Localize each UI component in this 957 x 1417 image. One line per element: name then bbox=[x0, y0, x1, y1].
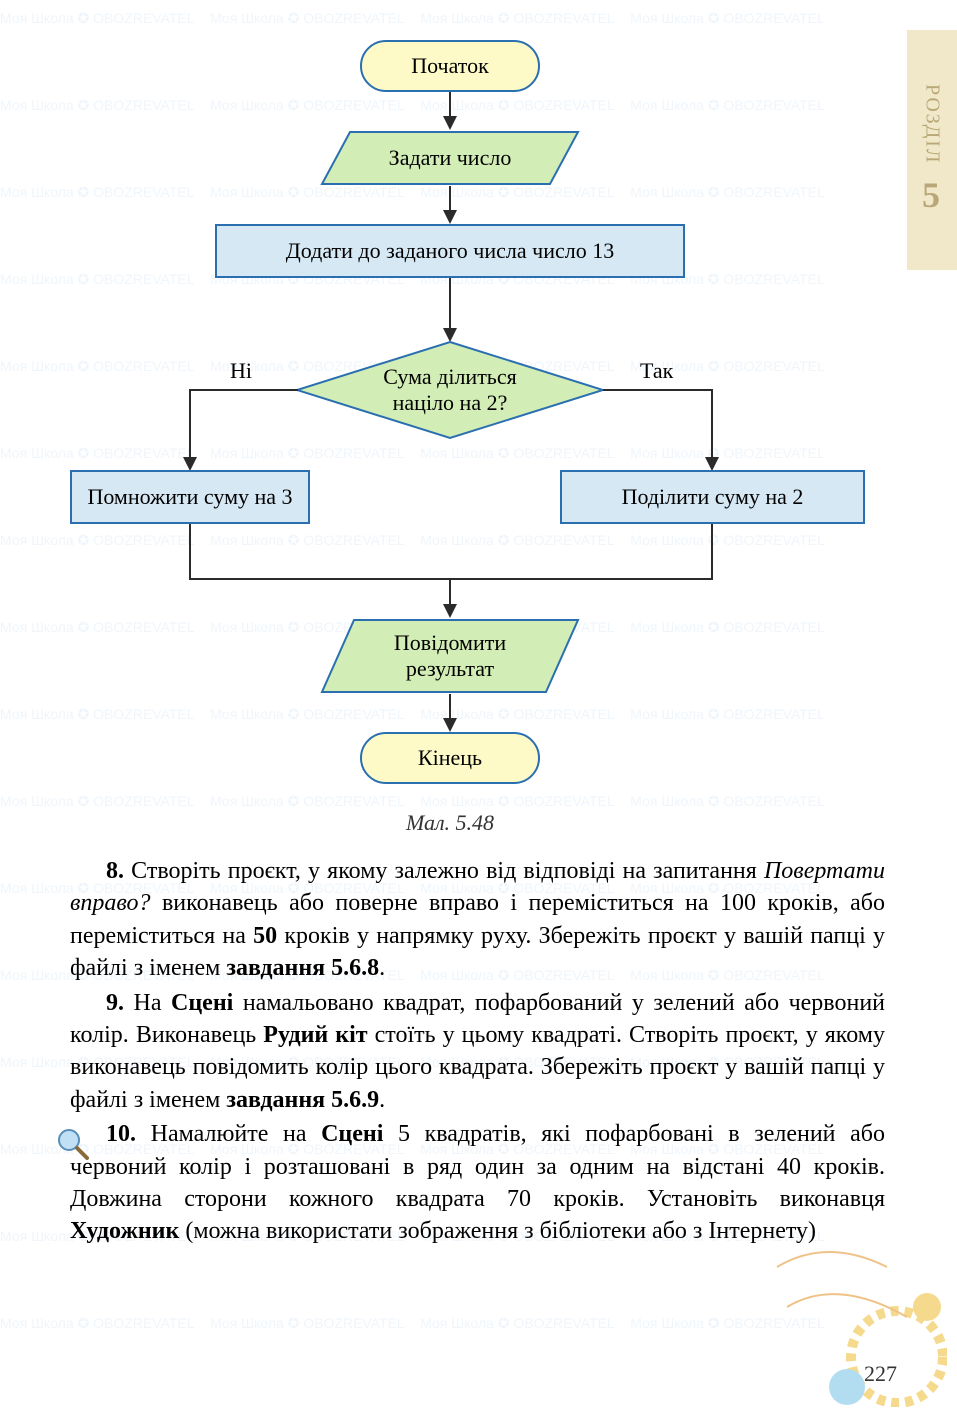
section-tab: РОЗДІЛ 5 bbox=[907, 30, 957, 270]
figure-caption: Мал. 5.48 bbox=[0, 810, 900, 836]
edge bbox=[449, 578, 451, 606]
edge bbox=[711, 524, 713, 579]
node-div2: Поділити суму на 2 bbox=[560, 470, 865, 524]
gear-decoration-icon bbox=[767, 1227, 947, 1407]
edge bbox=[603, 389, 713, 391]
node-input: Задати число bbox=[320, 130, 580, 186]
edge bbox=[189, 389, 191, 459]
task-8: 8. Створіть проєкт, у якому залежно від … bbox=[70, 855, 885, 985]
arrowhead-icon bbox=[443, 116, 457, 130]
node-add13: Додати до заданого числа число 13 bbox=[215, 224, 685, 278]
task-list: 8. Створіть проєкт, у якому залежно від … bbox=[70, 855, 885, 1250]
arrowhead-icon bbox=[183, 457, 197, 471]
node-input-label: Задати число bbox=[389, 145, 512, 171]
page-number: 227 bbox=[864, 1361, 897, 1387]
edge bbox=[189, 578, 451, 580]
node-add13-label: Додати до заданого числа число 13 bbox=[286, 238, 614, 264]
node-decision-label: Сума ділиться націло на 2? bbox=[383, 364, 516, 417]
edge bbox=[449, 186, 451, 212]
section-label: РОЗДІЛ bbox=[921, 84, 944, 164]
node-mul3: Помножити суму на 3 bbox=[70, 470, 310, 524]
page: Моя Школа ✪ OBOZREVATEL Моя Школа ✪ OBOZ… bbox=[0, 0, 957, 1417]
node-start-label: Початок bbox=[411, 53, 489, 79]
edge-label-no: Ні bbox=[230, 358, 252, 384]
edge bbox=[449, 92, 451, 118]
edge-label-yes: Так bbox=[640, 358, 673, 384]
edge bbox=[449, 694, 451, 720]
task-9: 9. На Сцені намальовано квадрат, пофарбо… bbox=[70, 987, 885, 1117]
node-decision: Сума ділиться націло на 2? bbox=[295, 340, 605, 440]
node-output: Повідомити результат bbox=[320, 618, 580, 694]
node-end: Кінець bbox=[360, 732, 540, 784]
node-start: Початок bbox=[360, 40, 540, 92]
node-div2-label: Поділити суму на 2 bbox=[622, 484, 804, 510]
flowchart: Початок Задати число Додати до заданого … bbox=[0, 20, 900, 820]
arrowhead-icon bbox=[443, 718, 457, 732]
edge bbox=[189, 524, 191, 579]
arrowhead-icon bbox=[705, 457, 719, 471]
node-output-label: Повідомити результат bbox=[394, 630, 506, 683]
edge bbox=[449, 278, 451, 330]
edge bbox=[711, 389, 713, 459]
node-end-label: Кінець bbox=[418, 745, 482, 771]
edge bbox=[190, 389, 298, 391]
arrowhead-icon bbox=[443, 210, 457, 224]
edge bbox=[451, 578, 713, 580]
task-10: 10. Намалюйте на Сцені 5 квадратів, які … bbox=[70, 1118, 885, 1248]
magnifier-icon bbox=[55, 1126, 89, 1160]
section-number: 5 bbox=[922, 174, 942, 216]
node-mul3-label: Помножити суму на 3 bbox=[87, 484, 292, 510]
arrowhead-icon bbox=[443, 604, 457, 618]
